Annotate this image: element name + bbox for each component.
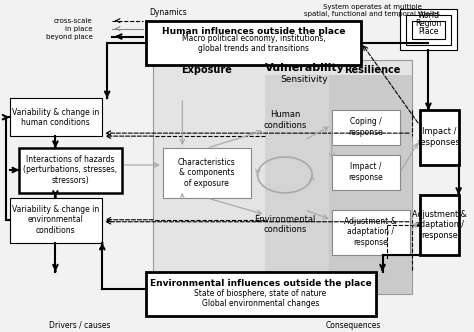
Text: Sensitivity: Sensitivity — [281, 75, 328, 84]
Bar — [265, 75, 412, 294]
Text: Environmental influences outside the place: Environmental influences outside the pla… — [150, 279, 371, 288]
Text: Resilience: Resilience — [345, 65, 401, 75]
Text: Consequences: Consequences — [326, 321, 381, 330]
Bar — [19, 148, 122, 193]
Text: Impact /
responses: Impact / responses — [418, 127, 461, 147]
Text: Human influences outside the place: Human influences outside the place — [162, 27, 346, 36]
Bar — [153, 60, 412, 294]
Text: cross-scale: cross-scale — [54, 18, 92, 24]
Text: Impact /
response: Impact / response — [348, 162, 383, 182]
Text: Macro political economy, institutions,
global trends and transitions: Macro political economy, institutions, g… — [182, 34, 326, 53]
Text: Variability & change in
environmental
conditions: Variability & change in environmental co… — [12, 205, 99, 235]
Text: in place: in place — [65, 26, 92, 32]
Bar — [9, 198, 102, 243]
Bar — [146, 21, 361, 65]
Bar — [400, 9, 457, 50]
Text: Interactions of hazards
(perturbations, stresses,
stressors): Interactions of hazards (perturbations, … — [23, 155, 117, 185]
Text: Human
conditions: Human conditions — [263, 111, 307, 130]
Bar — [332, 210, 410, 255]
Bar — [419, 195, 459, 255]
Text: Adjustment &
adaptation /
response: Adjustment & adaptation / response — [412, 210, 466, 240]
Bar — [163, 148, 251, 198]
Text: Variability & change in
human conditions: Variability & change in human conditions — [12, 108, 99, 127]
Text: beyond place: beyond place — [46, 34, 92, 40]
Text: Region: Region — [415, 19, 441, 28]
Text: World: World — [418, 11, 439, 20]
Bar — [406, 15, 451, 44]
Text: State of biosphere, state of nature
Global environmental changes: State of biosphere, state of nature Glob… — [194, 289, 327, 308]
Text: Dynamics: Dynamics — [149, 8, 187, 17]
Bar — [332, 110, 400, 145]
Text: Drivers / causes: Drivers / causes — [49, 321, 110, 330]
Bar — [412, 21, 445, 39]
Bar — [329, 75, 412, 294]
Text: Environmental
conditions: Environmental conditions — [254, 215, 316, 234]
Text: Vulnerability: Vulnerability — [264, 63, 344, 73]
Bar — [332, 155, 400, 190]
Text: Exposure: Exposure — [182, 65, 232, 75]
Bar — [146, 272, 376, 316]
Text: Coping /
response: Coping / response — [348, 118, 383, 137]
Text: Place: Place — [418, 27, 438, 36]
Text: Adjustment &
adaptation /
response: Adjustment & adaptation / response — [345, 217, 397, 247]
Bar — [419, 110, 459, 165]
Bar — [9, 98, 102, 136]
Text: Characteristics
& components
of exposure: Characteristics & components of exposure — [178, 158, 236, 188]
Text: System operates at multiple
spatial, functional and temporal scales: System operates at multiple spatial, fun… — [304, 4, 440, 17]
